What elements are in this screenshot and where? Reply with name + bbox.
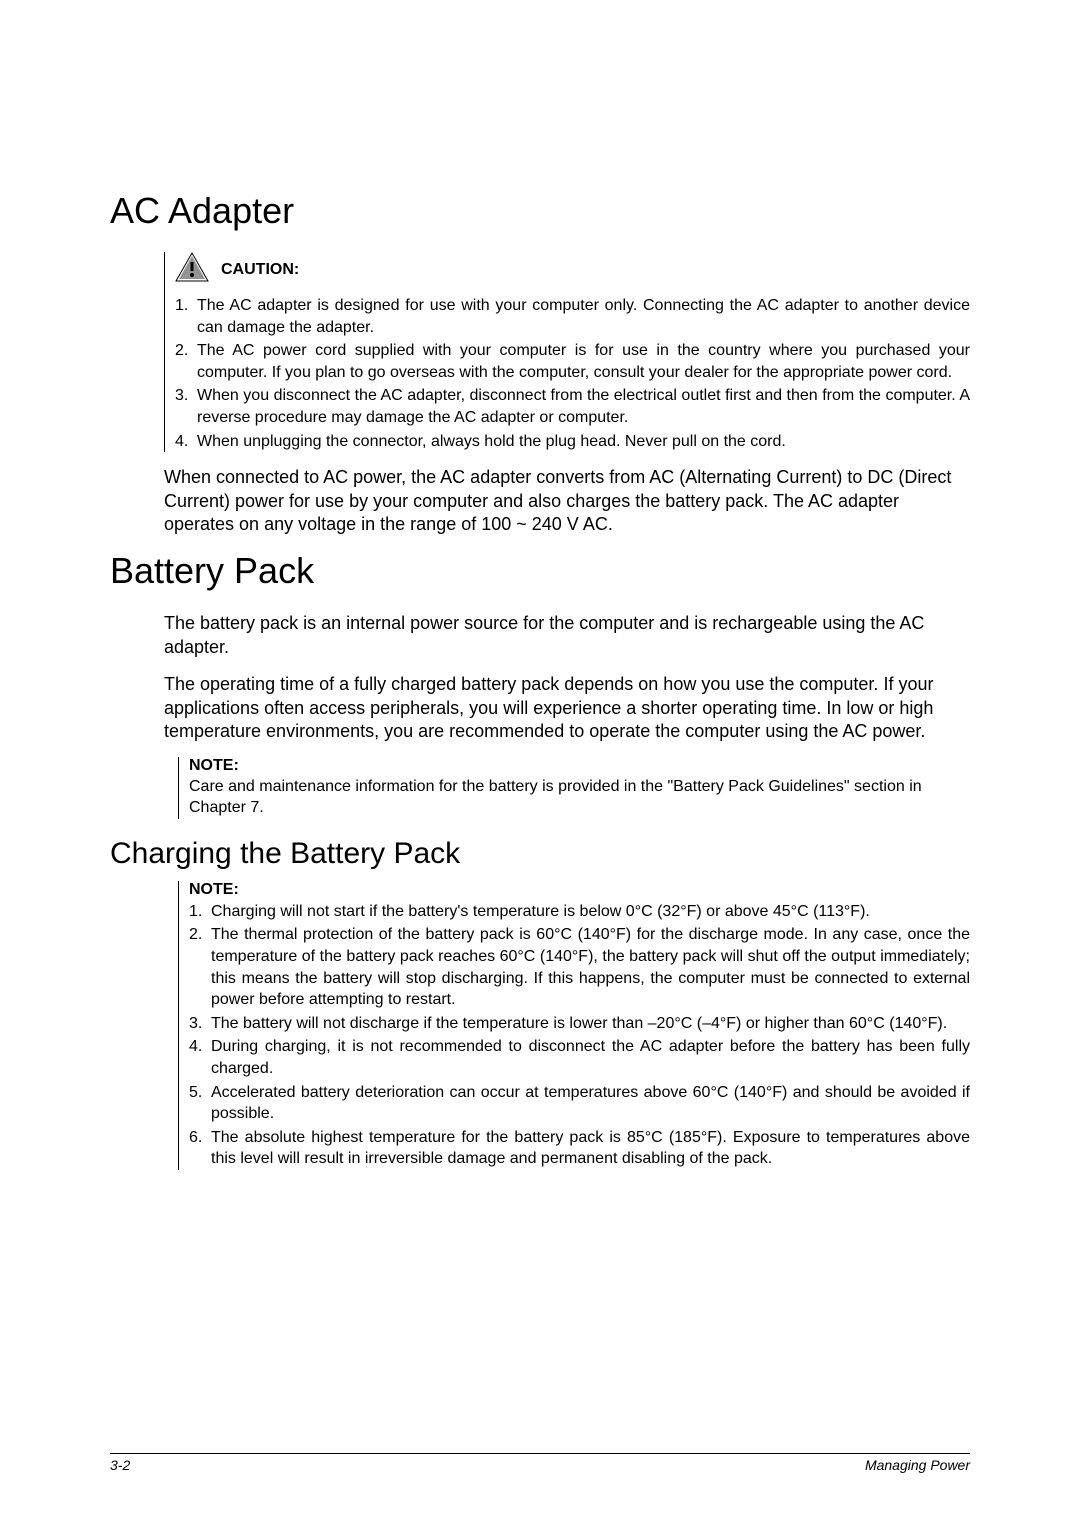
caution-icon: [175, 252, 209, 287]
battery-body-2: The operating time of a fully charged ba…: [164, 673, 970, 743]
page-number: 3-2: [110, 1457, 130, 1473]
caution-header: CAUTION:: [175, 252, 970, 287]
charging-note-item: Charging will not start if the battery's…: [189, 901, 970, 923]
caution-item: The AC adapter is designed for use with …: [175, 295, 970, 338]
note-block-1: NOTE: Care and maintenance information f…: [178, 757, 970, 819]
charging-note-item: The thermal protection of the battery pa…: [189, 924, 970, 1010]
battery-body-1: The battery pack is an internal power so…: [164, 612, 970, 659]
caution-item: When you disconnect the AC adapter, disc…: [175, 385, 970, 428]
charging-note-item: Accelerated battery deterioration can oc…: [189, 1082, 970, 1125]
charging-note-list: Charging will not start if the battery's…: [189, 901, 970, 1170]
battery-pack-heading: Battery Pack: [110, 550, 970, 592]
ac-adapter-heading: AC Adapter: [110, 190, 970, 232]
charging-heading: Charging the Battery Pack: [110, 837, 970, 871]
charging-note-item: The absolute highest temperature for the…: [189, 1127, 970, 1170]
caution-list: The AC adapter is designed for use with …: [175, 295, 970, 452]
note-block-2: NOTE: Charging will not start if the bat…: [178, 881, 970, 1170]
caution-label: CAUTION:: [221, 261, 299, 279]
chapter-name: Managing Power: [865, 1457, 970, 1473]
charging-note-label: NOTE:: [189, 881, 970, 899]
ac-adapter-body: When connected to AC power, the AC adapt…: [164, 466, 970, 536]
page-footer: 3-2 Managing Power: [110, 1453, 970, 1473]
caution-block: CAUTION: The AC adapter is designed for …: [164, 252, 970, 452]
charging-note-item: The battery will not discharge if the te…: [189, 1013, 970, 1035]
charging-note-item: During charging, it is not recommended t…: [189, 1036, 970, 1079]
note-label: NOTE:: [189, 757, 970, 775]
caution-item: The AC power cord supplied with your com…: [175, 340, 970, 383]
caution-item: When unplugging the connector, always ho…: [175, 431, 970, 453]
note-text: Care and maintenance information for the…: [189, 777, 970, 819]
